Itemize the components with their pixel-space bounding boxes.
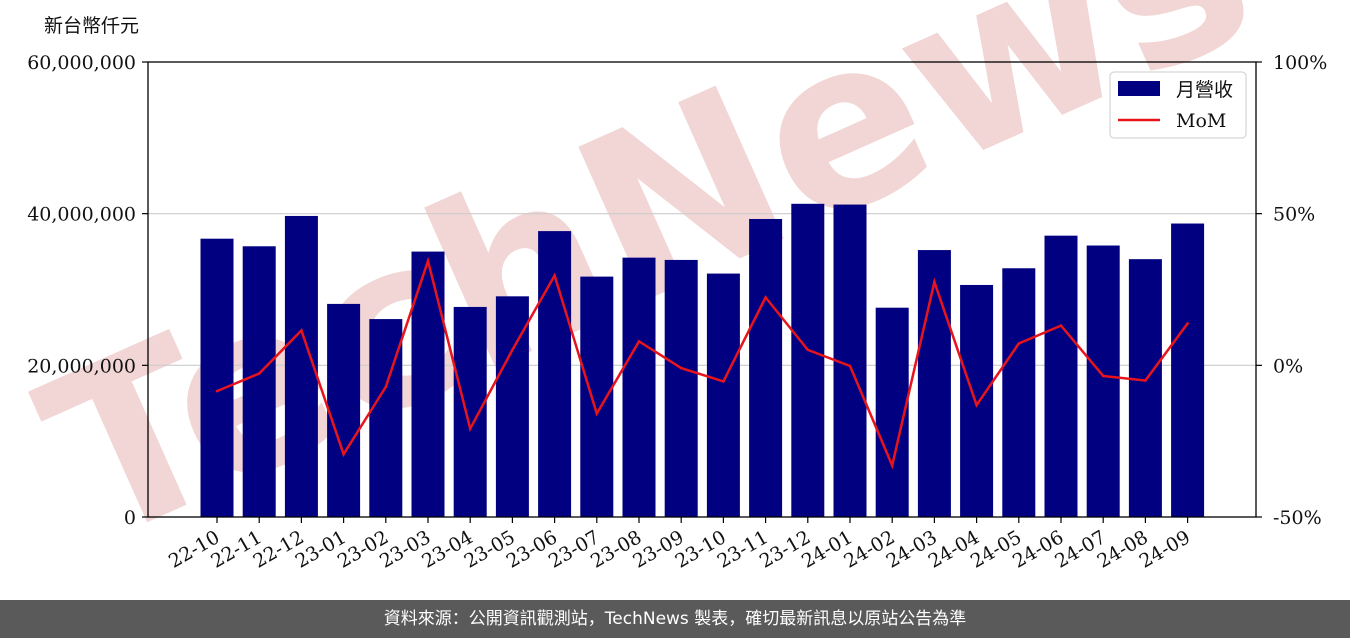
mom-point-23-06 xyxy=(553,274,556,277)
mom-point-23-07 xyxy=(595,412,599,415)
mom-line xyxy=(216,256,1189,470)
bar-23-08 xyxy=(622,257,656,517)
y-right-tick-label-0: -50% xyxy=(1273,507,1322,529)
mom-point-23-02 xyxy=(384,385,388,389)
bar-23-05 xyxy=(495,296,529,517)
y-right-tick-label-1: 0% xyxy=(1273,355,1303,377)
mom-point-23-03 xyxy=(426,259,430,263)
bar-23-03 xyxy=(411,251,445,518)
mom-point-24-01 xyxy=(848,364,852,368)
legend-swatch-bar xyxy=(1118,81,1160,96)
bar-23-07 xyxy=(580,276,614,517)
bar-23-10 xyxy=(706,273,740,517)
mom-point-24-02 xyxy=(890,464,894,467)
bar-22-10 xyxy=(200,238,234,518)
bar-24-04 xyxy=(960,284,994,517)
plot-frame xyxy=(147,61,1257,518)
bar-24-03 xyxy=(917,250,951,518)
y-left-tick-label-3: 60,000,000 xyxy=(27,52,136,74)
chart: TechNews 新台幣仟元 020,000,00040,000,00060,0… xyxy=(9,0,1327,596)
mom-point-22-10 xyxy=(215,389,219,393)
mom-point-24-03 xyxy=(933,280,936,284)
y-axis-unit-label: 新台幣仟元 xyxy=(44,15,139,37)
legend-label-mom: MoM xyxy=(1176,110,1226,132)
bar-24-05 xyxy=(1002,268,1036,517)
y-right-tick-label-2: 50% xyxy=(1273,204,1315,226)
bar-24-06 xyxy=(1044,235,1078,518)
mom-point-23-11 xyxy=(764,296,767,299)
mom-line-series xyxy=(215,256,1189,470)
y-right-tick-label-3: 100% xyxy=(1273,52,1327,74)
y-left-tick-label-0: 0 xyxy=(124,507,136,529)
mom-point-23-01 xyxy=(342,452,345,456)
mom-point-23-08 xyxy=(637,340,641,343)
mom-point-24-04 xyxy=(975,403,978,407)
mom-point-22-12 xyxy=(300,329,303,332)
bar-23-09 xyxy=(664,259,698,517)
mom-point-23-04 xyxy=(468,427,472,431)
bar-23-01 xyxy=(327,303,361,517)
legend-label-revenue: 月營收 xyxy=(1176,79,1233,101)
bar-24-09 xyxy=(1171,223,1205,517)
bar-series xyxy=(200,203,1205,518)
bar-22-11 xyxy=(242,246,276,517)
bar-23-12 xyxy=(791,203,825,517)
bar-23-11 xyxy=(749,218,783,517)
mom-point-23-05 xyxy=(511,348,514,352)
mom-point-24-07 xyxy=(1101,374,1105,378)
bar-24-07 xyxy=(1086,245,1120,517)
mom-point-24-06 xyxy=(1059,324,1063,327)
mom-point-24-08 xyxy=(1144,379,1147,382)
bar-23-04 xyxy=(453,306,487,517)
mom-point-23-10 xyxy=(722,380,725,383)
y-left-tick-label-1: 20,000,000 xyxy=(27,355,136,377)
y-left-tick-label-2: 40,000,000 xyxy=(27,204,136,226)
source-footer: 資料來源：公開資訊觀測站，TechNews 製表，確切最新訊息以原站公告為準 xyxy=(0,600,1350,638)
mom-point-24-05 xyxy=(1017,342,1021,345)
mom-point-23-09 xyxy=(679,366,683,370)
mom-point-23-12 xyxy=(806,348,810,352)
mom-point-24-09 xyxy=(1186,322,1189,325)
mom-point-22-11 xyxy=(257,372,261,375)
legend: 月營收 MoM xyxy=(1109,71,1247,139)
bar-24-08 xyxy=(1128,259,1162,517)
